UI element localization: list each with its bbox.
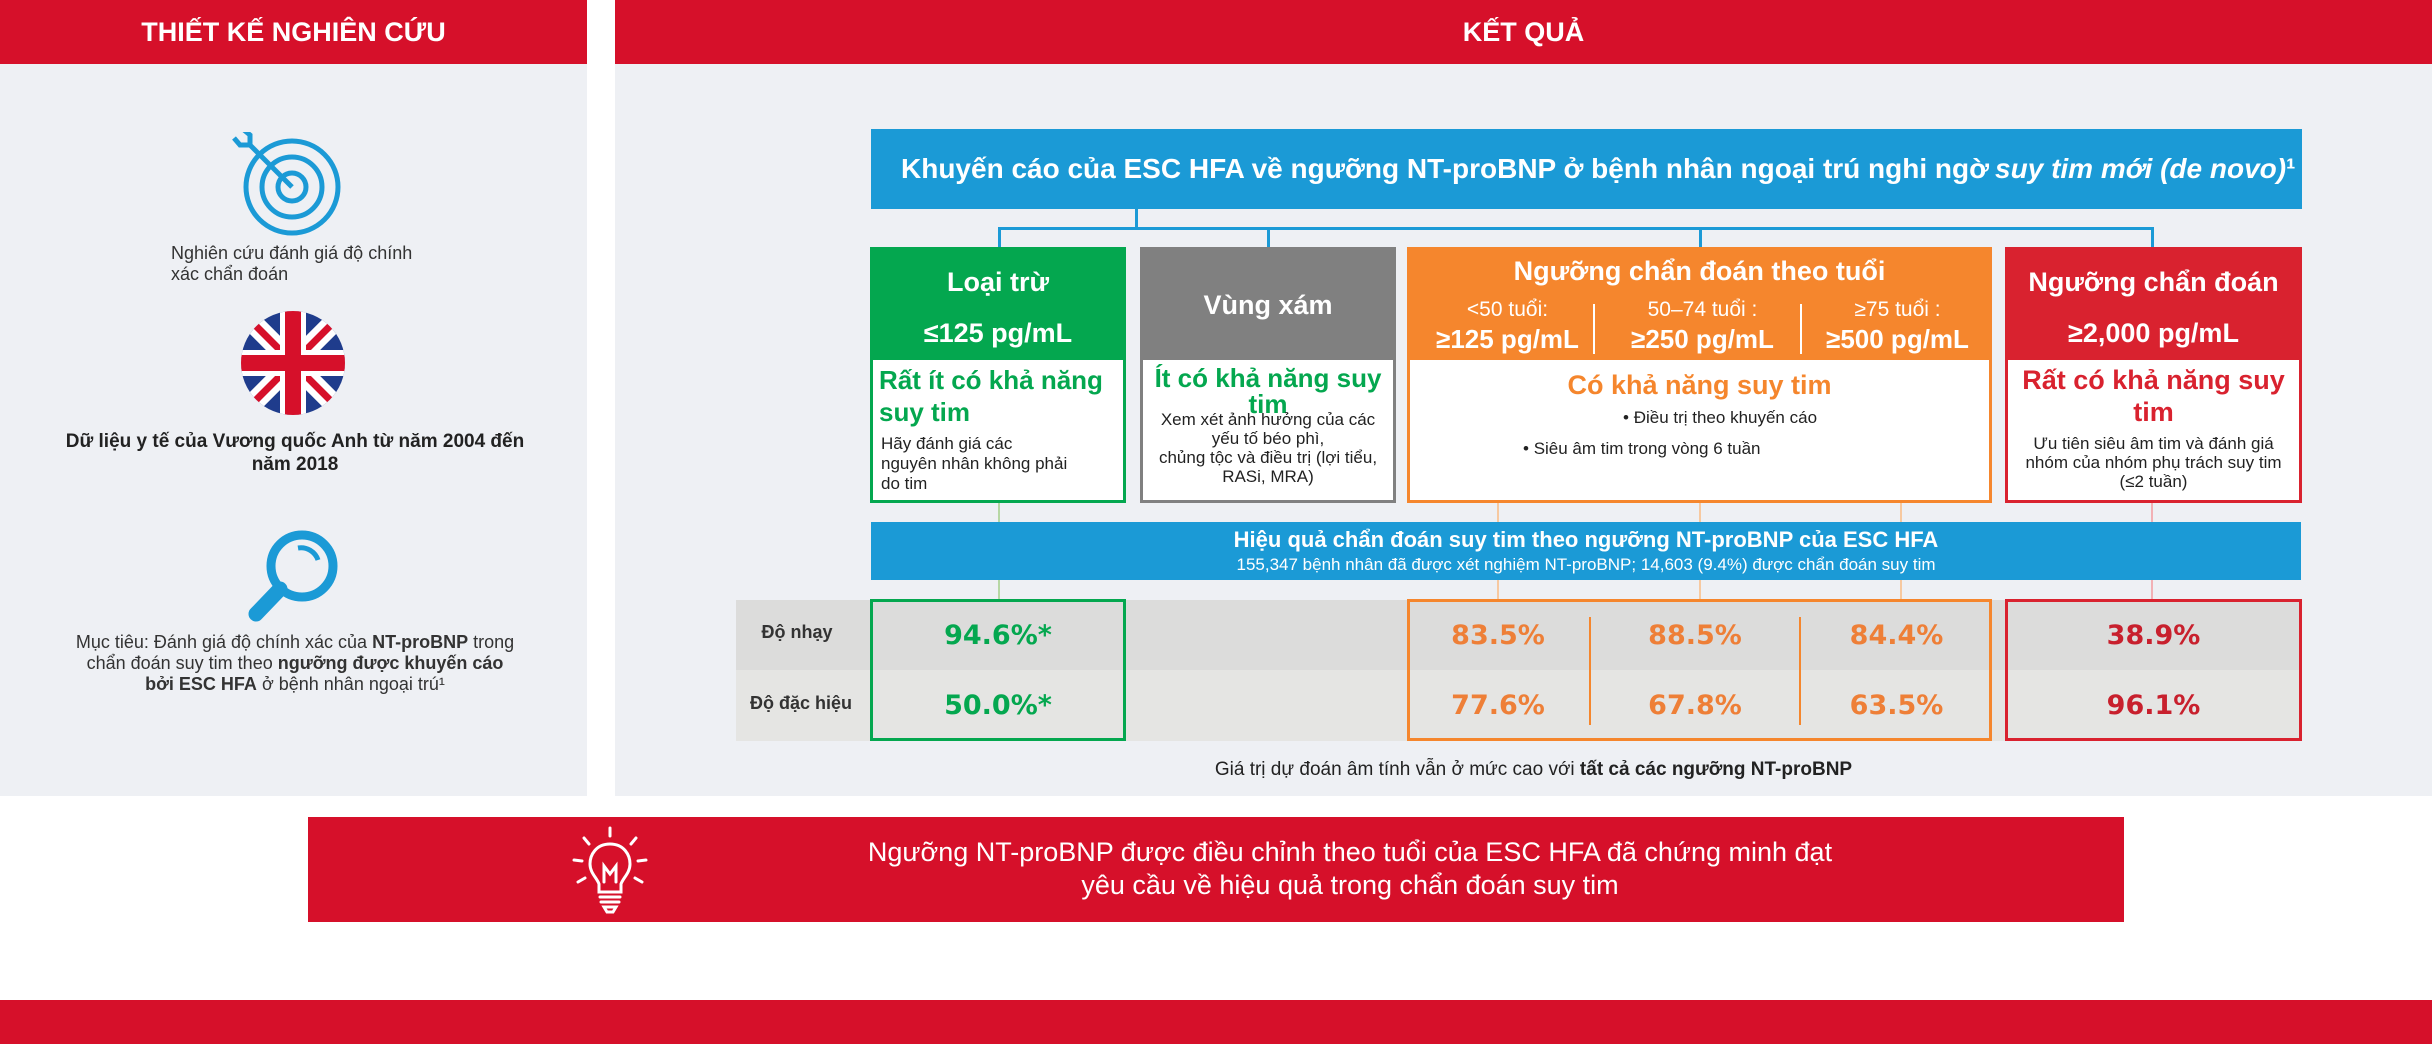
- performance-banner: Hiệu quả chẩn đoán suy tim theo ngưỡng N…: [871, 522, 2301, 580]
- age-group2-label: 50–74 tuổi :: [1647, 298, 1758, 321]
- rule-out-desc: Hãy đánh giá các nguyên nhân không phải do…: [881, 434, 1068, 493]
- age-group3-value: ≥500 pg/mL: [1826, 324, 1969, 354]
- uk-flag-icon: [241, 311, 345, 415]
- grey-zone-sub: Ít có khả năng suy tim: [1154, 363, 1382, 419]
- age-threshold-sub: Có khả năng suy tim: [1567, 370, 1832, 400]
- rule-out-value: ≤125 pg/mL: [923, 318, 1073, 348]
- data-source-line1: Dữ liệu y tế của Vương quốc Anh từ năm 2…: [65, 431, 525, 452]
- spec-age-2: 67.8%: [1648, 690, 1742, 721]
- results-header: KẾT QUẢ: [615, 0, 2432, 64]
- rule-in-value: ≥2,000 pg/mL: [2068, 318, 2239, 348]
- age-bullet-1: • Điều trị theo khuyến cáo: [1623, 408, 1818, 427]
- recommendation-banner: Khuyến cáo của ESC HFA về ngưỡng NT-proB…: [871, 129, 2302, 209]
- age-group2-value: ≥250 pg/mL: [1631, 324, 1774, 354]
- study-design-panel: [0, 64, 587, 796]
- conclusion-text: Ngưỡng NT-proBNP được điều chỉnh theo tu…: [700, 836, 2000, 902]
- bottom-bar: [0, 1000, 2432, 1044]
- target-icon: [232, 132, 341, 236]
- grey-zone-desc: Xem xét ảnh hưởng của các yếu tố béo phì,…: [1158, 410, 1378, 486]
- rule-out-title: Loại trừ: [946, 267, 1050, 297]
- study-design-header: THIẾT KẾ NGHIÊN CỨU: [0, 0, 587, 64]
- sens-age-2: 88.5%: [1648, 620, 1742, 651]
- rule-in-box: Ngưỡng chẩn đoán ≥2,000 pg/mL Rất có khả…: [2005, 247, 2302, 503]
- rule-out-header: Loại trừ ≤125 pg/mL: [873, 250, 1123, 360]
- grey-zone-box: Vùng xám Ít có khả năng suy tim Xem xét ả…: [1140, 247, 1396, 503]
- spec-age-1: 77.6%: [1451, 690, 1545, 721]
- spec-age-3: 63.5%: [1849, 690, 1944, 721]
- study-type-line2: xác chẩn đoán: [171, 264, 289, 284]
- study-type-line1: Nghiên cứu đánh giá độ chính: [171, 243, 413, 263]
- conclusion-line2: yêu cầu về hiệu quả trong chẩn đoán suy …: [1081, 870, 1619, 900]
- npv-footnote: Giá trị dự đoán âm tính vẫn ở mức cao vớ…: [1214, 759, 1853, 780]
- spec-rule-in: 96.1%: [2106, 690, 2201, 721]
- rule-in-desc: Ưu tiên siêu âm tim và đánh giá nhóm của …: [2025, 434, 2282, 491]
- objective-text: Mục tiêu: Đánh giá độ chính xác của NT-p…: [40, 632, 550, 695]
- performance-title: Hiệu quả chẩn đoán suy tim theo ngưỡng N…: [1233, 527, 1939, 552]
- rule-in-results-box: [2005, 599, 2302, 741]
- objective-line3: bởi ESC HFA ở bệnh nhân ngoại trú¹: [145, 674, 445, 694]
- sensitivity-label: Độ nhạy: [761, 622, 833, 642]
- specificity-label: Độ đặc hiệu: [749, 693, 852, 713]
- lightbulb-icon: [572, 826, 648, 914]
- rule-in-title: Ngưỡng chẩn đoán: [2028, 267, 2279, 297]
- objective-line2: chẩn đoán suy tim theo ngưỡng được khuyế…: [86, 653, 504, 673]
- age-group1-value: ≥125 pg/mL: [1436, 324, 1579, 354]
- age-threshold-title: Ngưỡng chẩn đoán theo tuổi: [1513, 256, 1886, 286]
- rule-out-results-box: [870, 599, 1126, 741]
- rule-in-header: Ngưỡng chẩn đoán ≥2,000 pg/mL: [2008, 250, 2299, 360]
- connector-lines: [1135, 209, 1138, 228]
- sens-age-1: 83.5%: [1451, 620, 1545, 651]
- objective-line1: Mục tiêu: Đánh giá độ chính xác của NT-p…: [75, 632, 515, 652]
- study-type-text: Nghiên cứu đánh giá độ chính xác chẩn đo…: [171, 243, 412, 285]
- sens-age-3: 84.4%: [1849, 620, 1944, 651]
- sensitivity-row: [736, 600, 2302, 670]
- age-group1-label: <50 tuổi:: [1466, 298, 1549, 321]
- age-bullet-2: • Siêu âm tim trong vòng 6 tuần: [1523, 439, 1761, 458]
- grey-zone-header: Vùng xám: [1143, 250, 1393, 360]
- data-source-text: Dữ liệu y tế của Vương quốc Anh từ năm 2…: [40, 430, 550, 476]
- sens-rule-in: 38.9%: [2106, 620, 2201, 651]
- spec-rule-out: 50.0%*: [944, 690, 1052, 721]
- rule-in-sub: Rất có khả năng suy tim: [2022, 365, 2285, 427]
- sens-rule-out: 94.6%*: [944, 620, 1052, 651]
- rule-out-sub: Rất ít có khả năng suy tim: [879, 365, 1103, 427]
- age-group3-label: ≥75 tuổi :: [1854, 298, 1941, 321]
- data-source-line2: năm 2018: [251, 454, 339, 475]
- rule-out-box: Loại trừ ≤125 pg/mL Rất ít có khả năng su…: [870, 247, 1126, 503]
- age-results-box: [1407, 599, 1992, 741]
- grey-zone-title: Vùng xám: [1203, 289, 1333, 320]
- age-threshold-box: Ngưỡng chẩn đoán theo tuổi <50 tuổi: ≥12…: [1407, 247, 1992, 503]
- magnifier-icon: [248, 530, 338, 622]
- performance-subtitle: 155,347 bệnh nhân đã được xét nghiệm NT-…: [1236, 555, 1936, 574]
- conclusion-line1: Ngưỡng NT-proBNP được điều chỉnh theo tu…: [867, 837, 1833, 867]
- specificity-row: [736, 670, 2302, 741]
- age-threshold-header: Ngưỡng chẩn đoán theo tuổi <50 tuổi: ≥12…: [1410, 250, 1989, 360]
